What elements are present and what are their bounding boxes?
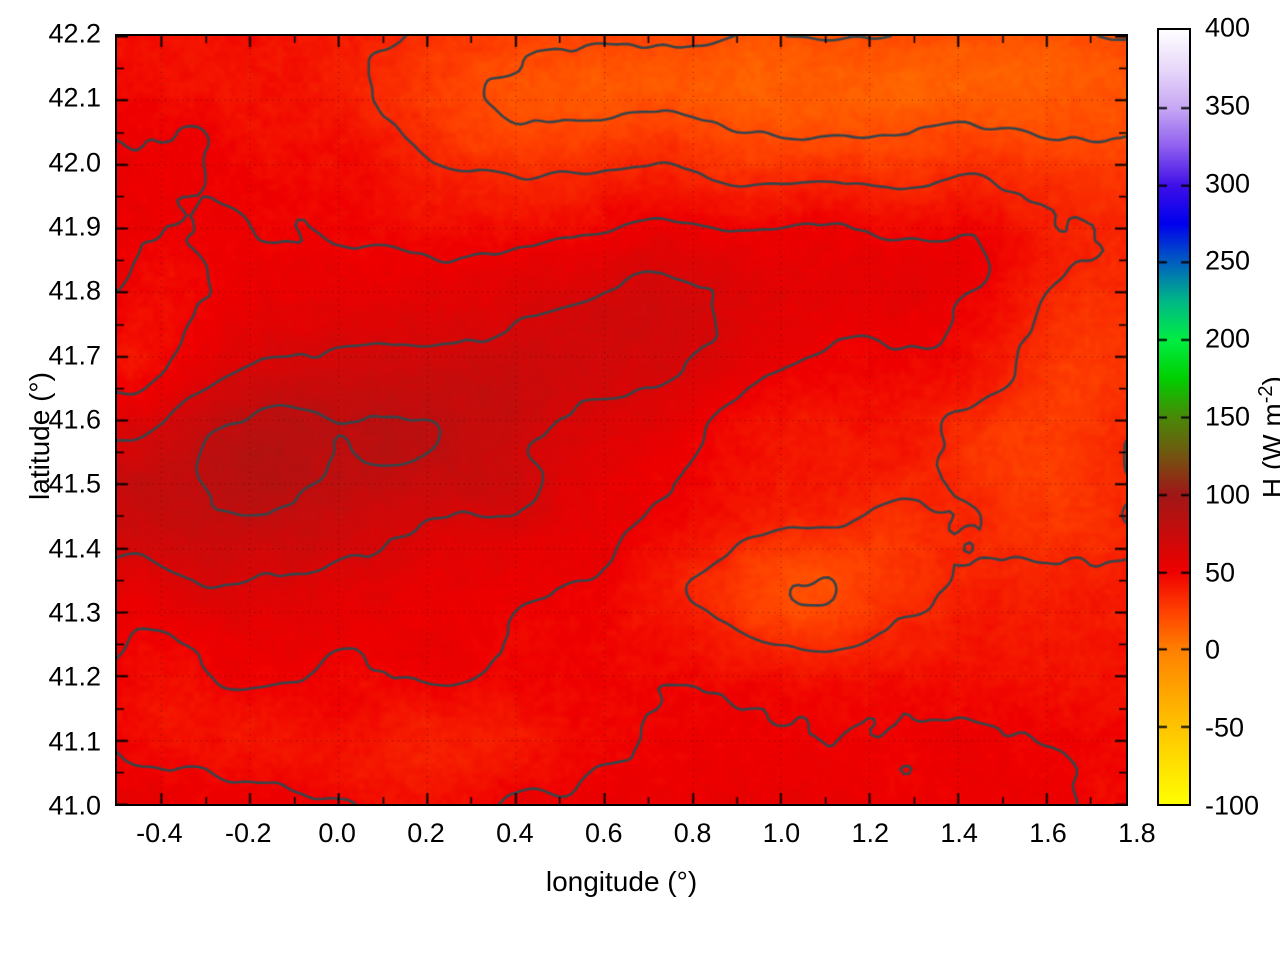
x-axis-tick-label: 0.8: [673, 818, 712, 848]
colorbar-title-prefix: H (W m: [1257, 403, 1280, 498]
x-axis-tick-label: 0.6: [584, 818, 623, 848]
x-axis-tick-label: 1.6: [1029, 818, 1067, 848]
colorbar-tick-label: 200: [1205, 323, 1251, 354]
y-axis-tick-label: 41.3: [48, 597, 101, 628]
colorbar-tick-label: -100: [1205, 790, 1260, 821]
y-axis-tick-label: 41.8: [48, 275, 101, 306]
y-axis-tick-label: 42.1: [48, 82, 101, 113]
y-axis-tick-label: 41.4: [48, 533, 101, 564]
x-axis-tick-label: -0.4: [136, 818, 183, 848]
x-axis-tick-label: 0.2: [407, 818, 445, 848]
colorbar-tick-label: -50: [1205, 712, 1245, 743]
colorbar-tick-label: 350: [1205, 90, 1251, 121]
x-axis-tick-label: 0.4: [496, 818, 534, 848]
y-axis-tick-label: 41.5: [48, 468, 101, 499]
colorbar-tick-label: 250: [1205, 245, 1251, 276]
y-axis-tick-label: 42.2: [48, 18, 101, 49]
colorbar-tick-label: 400: [1205, 12, 1251, 43]
y-axis-tick-label: 41.2: [48, 661, 101, 692]
y-axis-tick-label: 41.9: [48, 211, 101, 242]
y-axis-tick-label: 41.0: [48, 790, 101, 821]
colorbar-tick-label: 0: [1205, 634, 1221, 665]
colorbar-title: H (W m-2): [1255, 237, 1280, 637]
plot-area: [115, 34, 1128, 806]
y-axis-tick-label: 42.0: [48, 147, 101, 178]
colorbar-tick-label: 50: [1205, 557, 1236, 588]
x-axis-title: longitude (°): [545, 866, 698, 897]
colorbar-tick-label: 300: [1205, 168, 1251, 199]
x-axis-tick-label: -0.2: [225, 818, 272, 848]
x-axis-tick-label: 1.8: [1118, 818, 1156, 848]
x-axis-tick-label: 1.2: [851, 818, 890, 848]
y-axis-tick-label: 41.7: [48, 340, 101, 371]
colorbar-title-exponent: -2: [1254, 385, 1277, 404]
y-axis-title: latitude (°): [24, 372, 55, 500]
y-axis-tick-label: 41.1: [48, 726, 101, 757]
colorbar: [1157, 28, 1191, 806]
x-axis-tick-label: 0.0: [318, 818, 356, 848]
colorbar-tick-label: 100: [1205, 479, 1251, 510]
colorbar-tick-label: 150: [1205, 401, 1251, 432]
x-axis-tick-label: 1.0: [762, 818, 801, 848]
colorbar-tick-marks: [1159, 30, 1189, 804]
x-axis-tick-label: 1.4: [940, 818, 978, 848]
colorbar-title-suffix: ): [1257, 376, 1280, 385]
axis-tick-marks: [117, 36, 1126, 804]
y-axis-tick-label: 41.6: [48, 404, 101, 435]
